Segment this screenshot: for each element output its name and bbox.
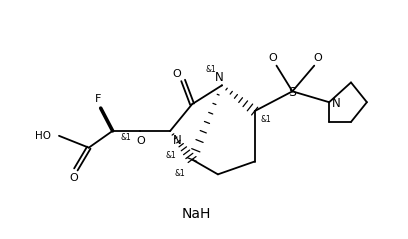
- Text: O: O: [136, 136, 145, 146]
- Text: S: S: [288, 86, 296, 99]
- Text: F: F: [95, 94, 101, 104]
- Text: O: O: [69, 173, 78, 183]
- Text: O: O: [314, 53, 323, 63]
- Text: HO: HO: [35, 131, 51, 141]
- Text: &1: &1: [261, 114, 271, 124]
- Text: O: O: [268, 53, 277, 63]
- Text: &1: &1: [165, 151, 176, 160]
- Text: &1: &1: [174, 169, 185, 178]
- Text: NaH: NaH: [181, 207, 211, 221]
- Text: &1: &1: [121, 133, 131, 142]
- Text: N: N: [215, 71, 223, 84]
- Text: O: O: [173, 69, 182, 79]
- Text: N: N: [332, 97, 341, 110]
- Text: &1: &1: [206, 65, 217, 74]
- Text: N: N: [173, 134, 182, 147]
